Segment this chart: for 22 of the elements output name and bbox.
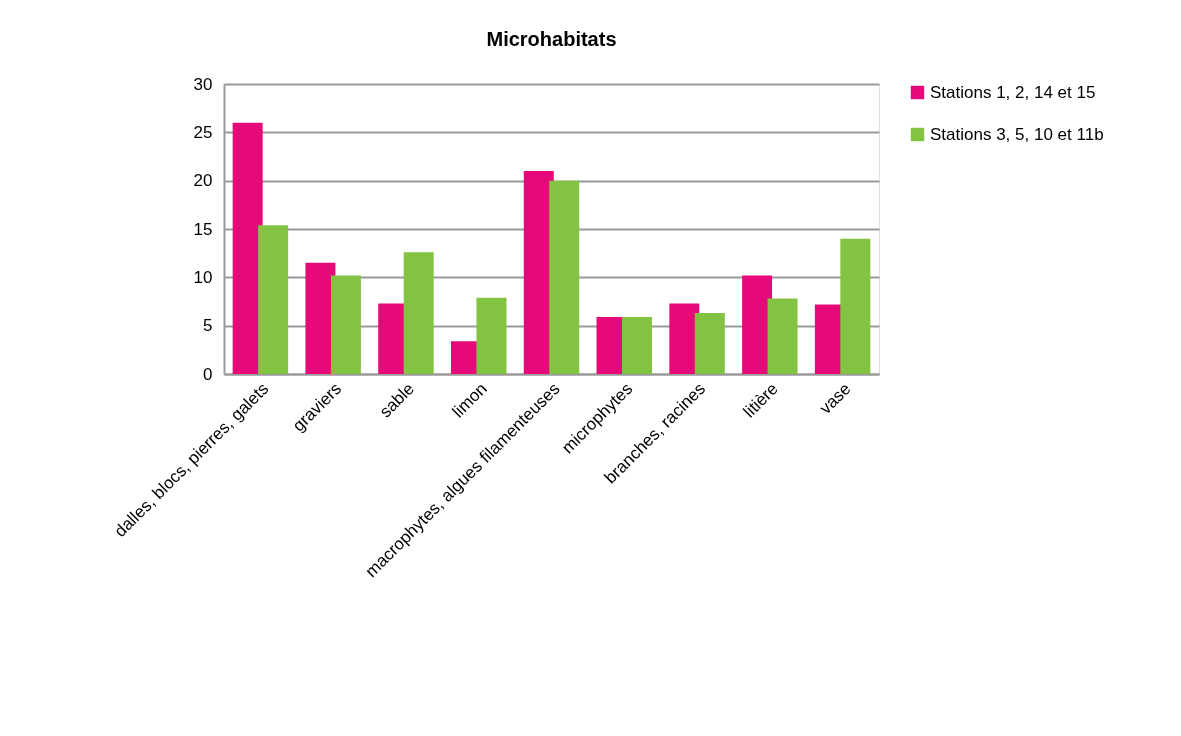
legend-label: Stations 3, 5, 10 et 11b xyxy=(930,124,1104,144)
bar xyxy=(403,252,434,374)
y-tick-label: 5 xyxy=(203,316,213,336)
legend-label: Stations 1, 2, 14 et 15 xyxy=(930,82,1096,102)
bar xyxy=(622,316,653,374)
bar xyxy=(840,238,871,374)
bar xyxy=(694,313,725,374)
chart-title: Microhabitats xyxy=(486,28,617,50)
bar xyxy=(742,275,773,374)
bar xyxy=(258,225,289,374)
bar xyxy=(549,180,580,374)
bar xyxy=(330,275,361,374)
y-tick-label: 10 xyxy=(193,267,213,287)
y-tick-label: 25 xyxy=(193,122,213,142)
x-tick-label: vase xyxy=(815,379,855,418)
y-tick-label: 0 xyxy=(203,364,213,384)
bar xyxy=(767,298,798,374)
bar xyxy=(476,297,507,374)
y-tick-label: 15 xyxy=(193,219,213,239)
bar xyxy=(232,122,263,374)
y-tick-label: 30 xyxy=(193,74,213,94)
y-tick-label: 20 xyxy=(193,171,213,191)
